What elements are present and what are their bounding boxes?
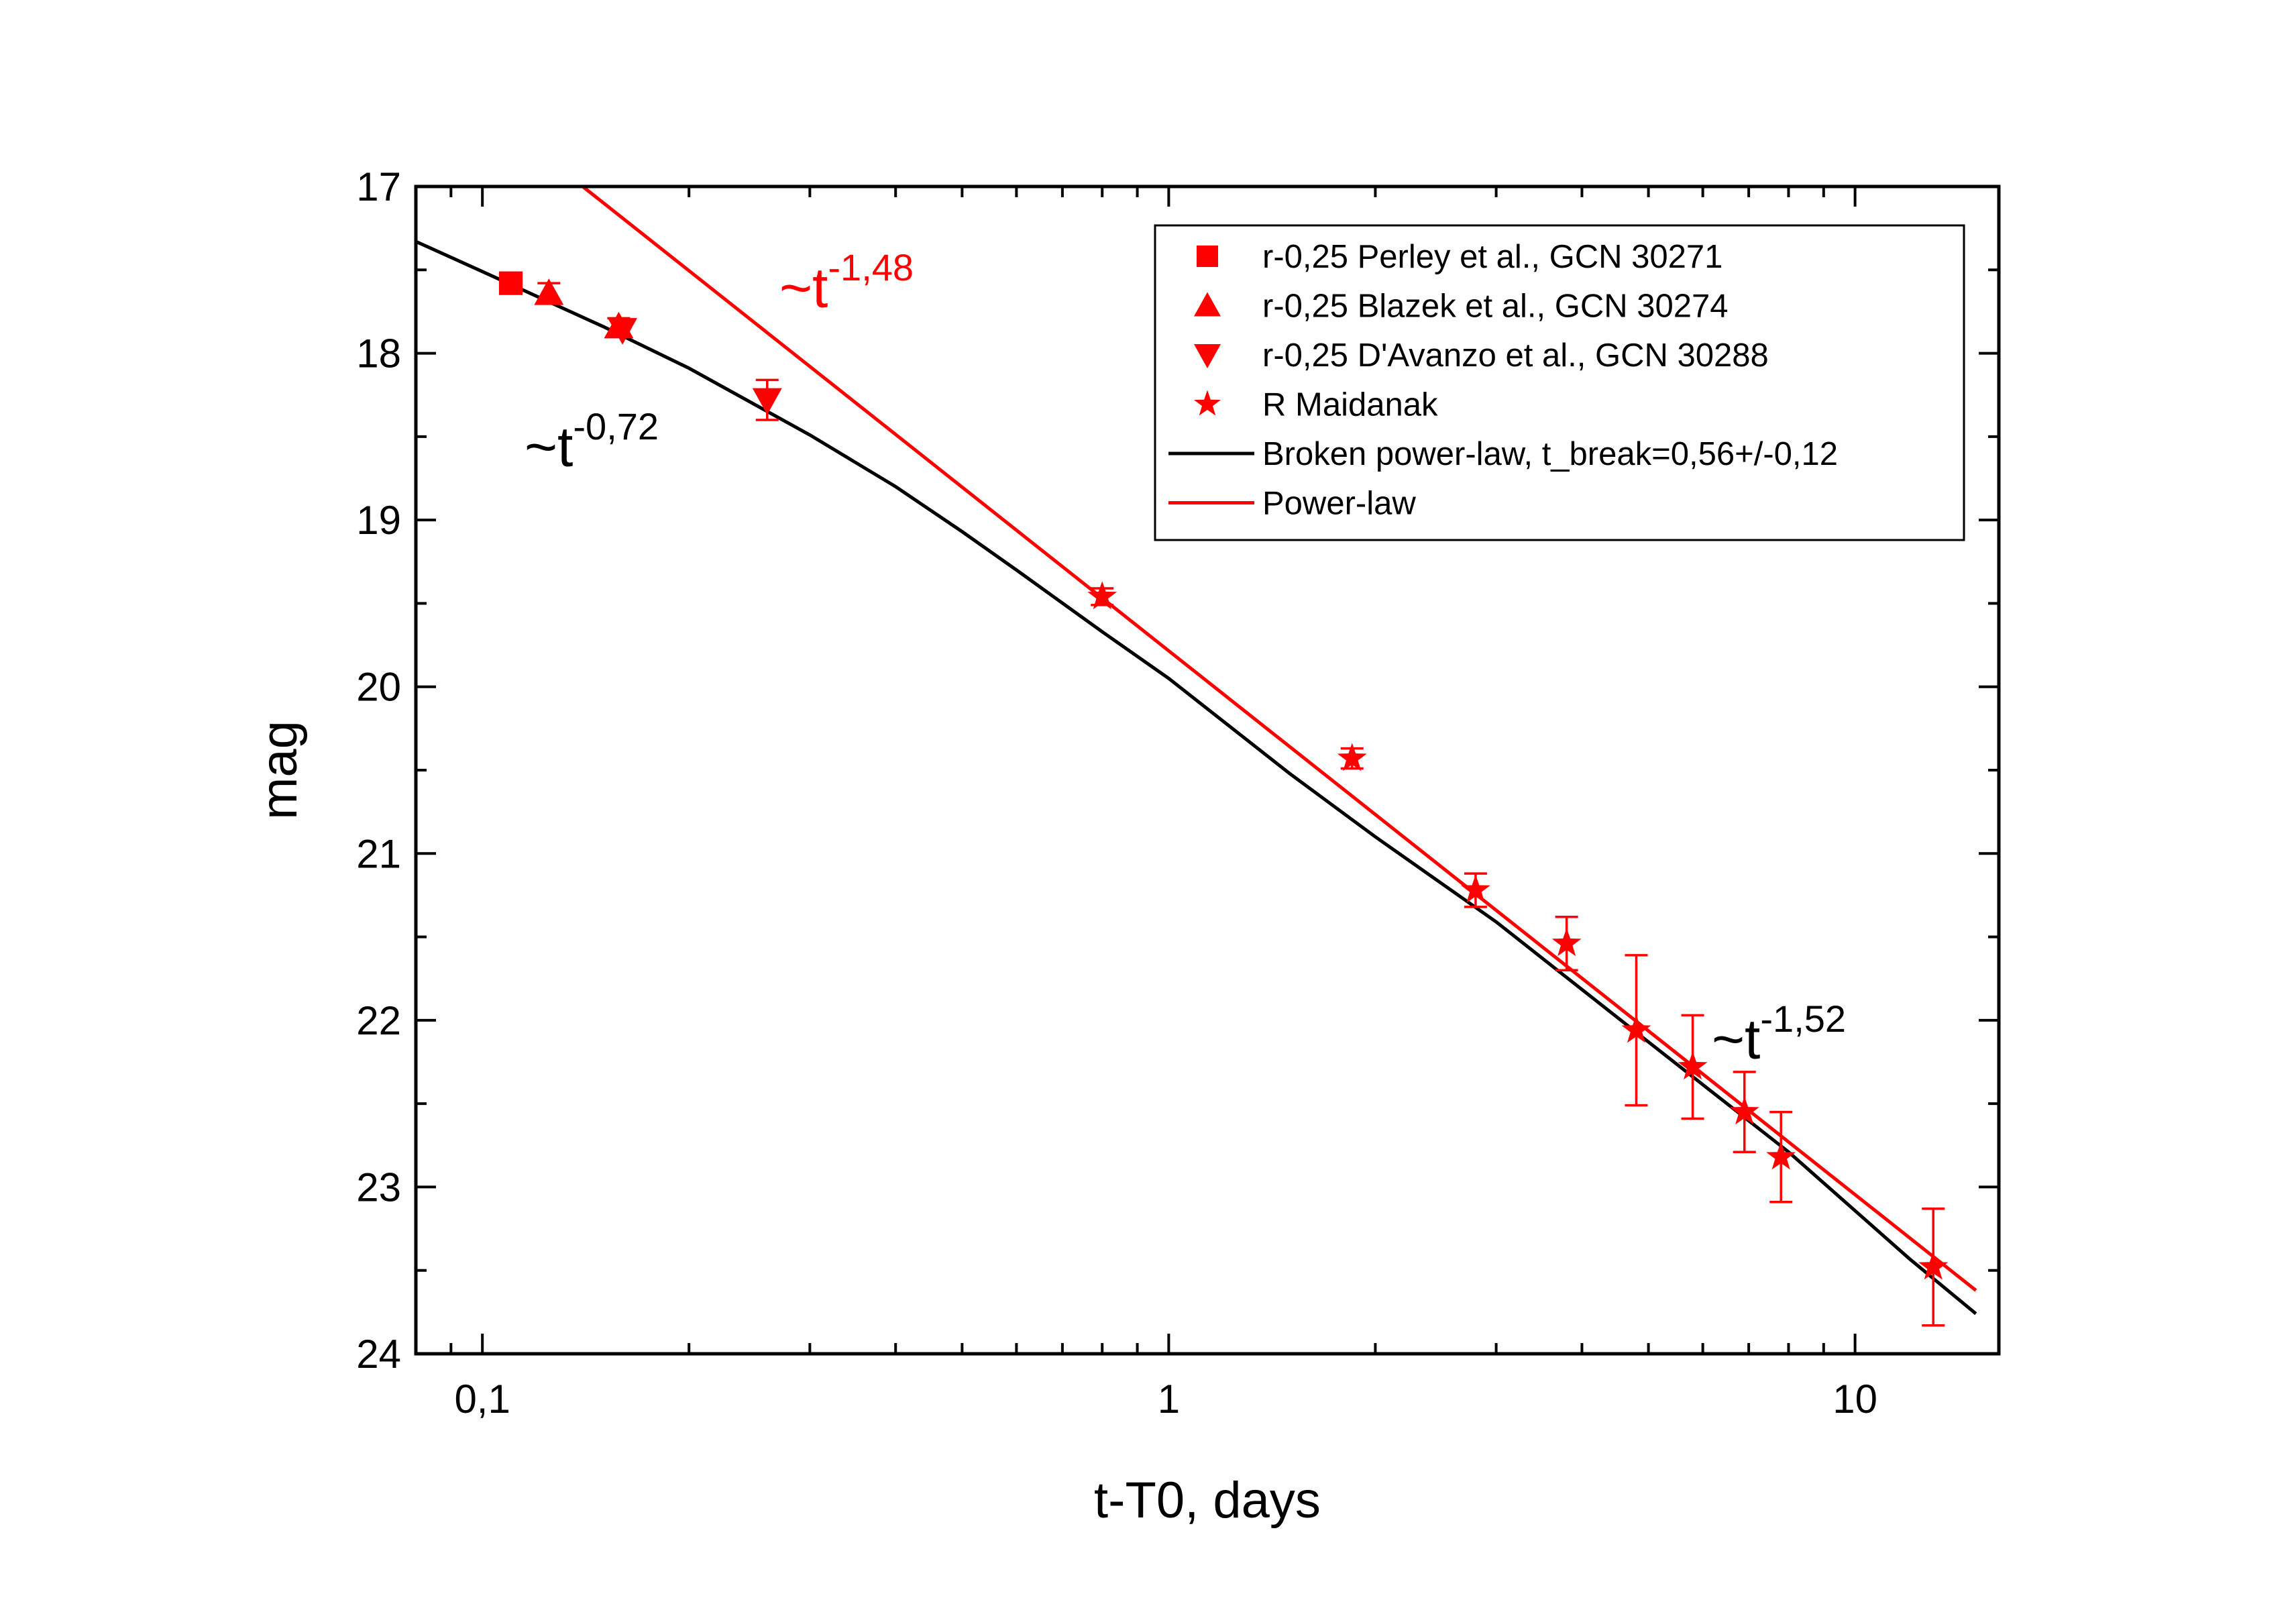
y-tick-label: 18 bbox=[356, 331, 401, 376]
axes: 0,1 1 10 17 18 19 20 21 22 23 24 bbox=[356, 164, 2001, 1422]
y-tick-label: 22 bbox=[356, 998, 401, 1043]
legend-marker-triangle-up bbox=[1194, 292, 1221, 317]
data-point-triangle-down bbox=[608, 318, 638, 345]
legend-marker-star bbox=[1194, 390, 1221, 416]
data-point-star bbox=[1551, 928, 1582, 957]
data-point-star bbox=[1461, 874, 1490, 903]
data-point-triangle-down bbox=[752, 388, 782, 415]
data-point-star bbox=[1337, 743, 1367, 771]
y-tick-label: 24 bbox=[356, 1332, 401, 1377]
slope-annotation: ~t-1,48 bbox=[779, 246, 914, 319]
data-point-star bbox=[1918, 1251, 1949, 1280]
x-tick-label: 1 bbox=[1158, 1377, 1180, 1422]
data-point-star bbox=[1678, 1051, 1708, 1080]
data-point-star bbox=[1087, 581, 1117, 610]
data-point-star bbox=[1621, 1014, 1651, 1043]
x-tick-label: 0,1 bbox=[454, 1377, 510, 1422]
legend-marker-square bbox=[1197, 246, 1218, 267]
data-markers bbox=[498, 271, 1949, 1280]
y-tick-label: 23 bbox=[356, 1165, 401, 1210]
slope-annotation: ~t-1,52 bbox=[1712, 998, 1846, 1071]
legend-label: Broken power-law, t_break=0,56+/-0,12 bbox=[1262, 436, 1838, 472]
legend-marker-triangle-down bbox=[1194, 344, 1221, 368]
y-axis-title: mag bbox=[251, 720, 308, 820]
x-axis-title: t-T0, days bbox=[1094, 1472, 1321, 1529]
legend-label: Power-law bbox=[1262, 486, 1416, 522]
y-tick-label: 21 bbox=[356, 831, 401, 876]
legend-label: R Maidanak bbox=[1262, 387, 1438, 423]
data-point-square bbox=[498, 271, 523, 295]
legend-label: r-0,25 D'Avanzo et al., GCN 30288 bbox=[1262, 337, 1769, 374]
legend-label: r-0,25 Perley et al., GCN 30271 bbox=[1262, 239, 1723, 275]
data-point-star bbox=[1729, 1096, 1759, 1125]
y-tick-label: 19 bbox=[356, 498, 401, 543]
broken-power-law-line bbox=[416, 239, 1977, 1316]
legend: r-0,25 Perley et al., GCN 30271 r-0,25 Bl… bbox=[1154, 224, 1965, 541]
data-point-star bbox=[1766, 1141, 1796, 1170]
data-point-triangle-up bbox=[534, 278, 564, 305]
x-tick-label: 10 bbox=[1833, 1377, 1877, 1422]
y-tick-label: 20 bbox=[356, 665, 401, 710]
slope-annotation: ~t-0,72 bbox=[525, 405, 659, 478]
legend-label: r-0,25 Blazek et al., GCN 30274 bbox=[1262, 288, 1729, 325]
y-tick-label: 17 bbox=[356, 164, 401, 209]
slope-annotations: ~t-0,72 ~t-1,48 ~t-1,52 bbox=[525, 246, 1846, 1071]
legend-box bbox=[1154, 224, 1965, 541]
